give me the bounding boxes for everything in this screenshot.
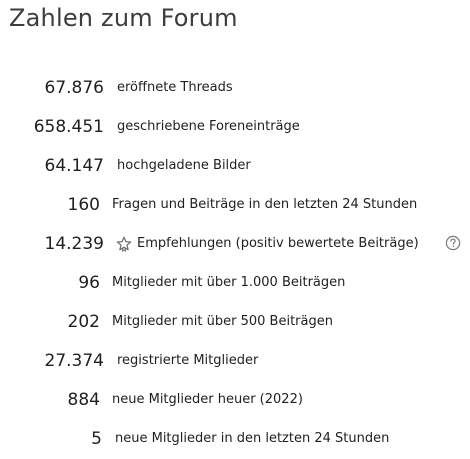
stat-value: 658.451 <box>33 117 104 137</box>
stat-row-threads: 67.876 eröffnete Threads <box>0 76 470 100</box>
star-badge-icon <box>116 236 132 256</box>
stat-label: neue Mitglieder in den letzten 24 Stunde… <box>115 431 390 446</box>
stat-value: 14.239 <box>44 234 104 254</box>
stat-row-posts: 658.451 geschriebene Foreneinträge <box>0 115 470 139</box>
stat-row-recommendations: 14.239 Empfehlungen (positiv bewertete B… <box>0 232 470 256</box>
stat-value: 202 <box>67 312 100 332</box>
stat-row-members-1000: 96 Mitglieder mit über 1.000 Beiträgen <box>0 271 470 295</box>
stat-value: 67.876 <box>44 78 104 98</box>
stat-label: Empfehlungen (positiv bewertete Beiträge… <box>137 236 419 251</box>
stat-row-members-500: 202 Mitglieder mit über 500 Beiträgen <box>0 310 470 334</box>
page-title: Zahlen zum Forum <box>9 4 238 32</box>
stat-row-new-this-year: 884 neue Mitglieder heuer (2022) <box>0 388 470 412</box>
stat-value: 5 <box>91 429 102 449</box>
stat-label: neue Mitglieder heuer (2022) <box>112 392 303 407</box>
stat-value: 884 <box>67 390 100 410</box>
stat-label: geschriebene Foreneinträge <box>117 119 300 134</box>
stat-value: 27.374 <box>44 351 104 371</box>
stat-value: 96 <box>78 273 100 293</box>
stat-row-new-last-24h: 5 neue Mitglieder in den letzten 24 Stun… <box>0 427 470 451</box>
stat-row-last-24h: 160 Fragen und Beiträge in den letzten 2… <box>0 193 470 217</box>
stat-row-registered: 27.374 registrierte Mitglieder <box>0 349 470 373</box>
stat-label: registrierte Mitglieder <box>117 353 259 368</box>
stat-row-images: 64.147 hochgeladene Bilder <box>0 154 470 178</box>
stat-value: 160 <box>67 195 100 215</box>
stat-label: Mitglieder mit über 1.000 Beiträgen <box>112 275 346 290</box>
question-circle-icon[interactable] <box>445 235 461 255</box>
stat-label: Mitglieder mit über 500 Beiträgen <box>112 314 333 329</box>
stat-label: Fragen und Beiträge in den letzten 24 St… <box>112 197 418 212</box>
stat-value: 64.147 <box>44 156 104 176</box>
stat-label: eröffnete Threads <box>117 80 233 95</box>
stat-label: hochgeladene Bilder <box>117 158 251 173</box>
